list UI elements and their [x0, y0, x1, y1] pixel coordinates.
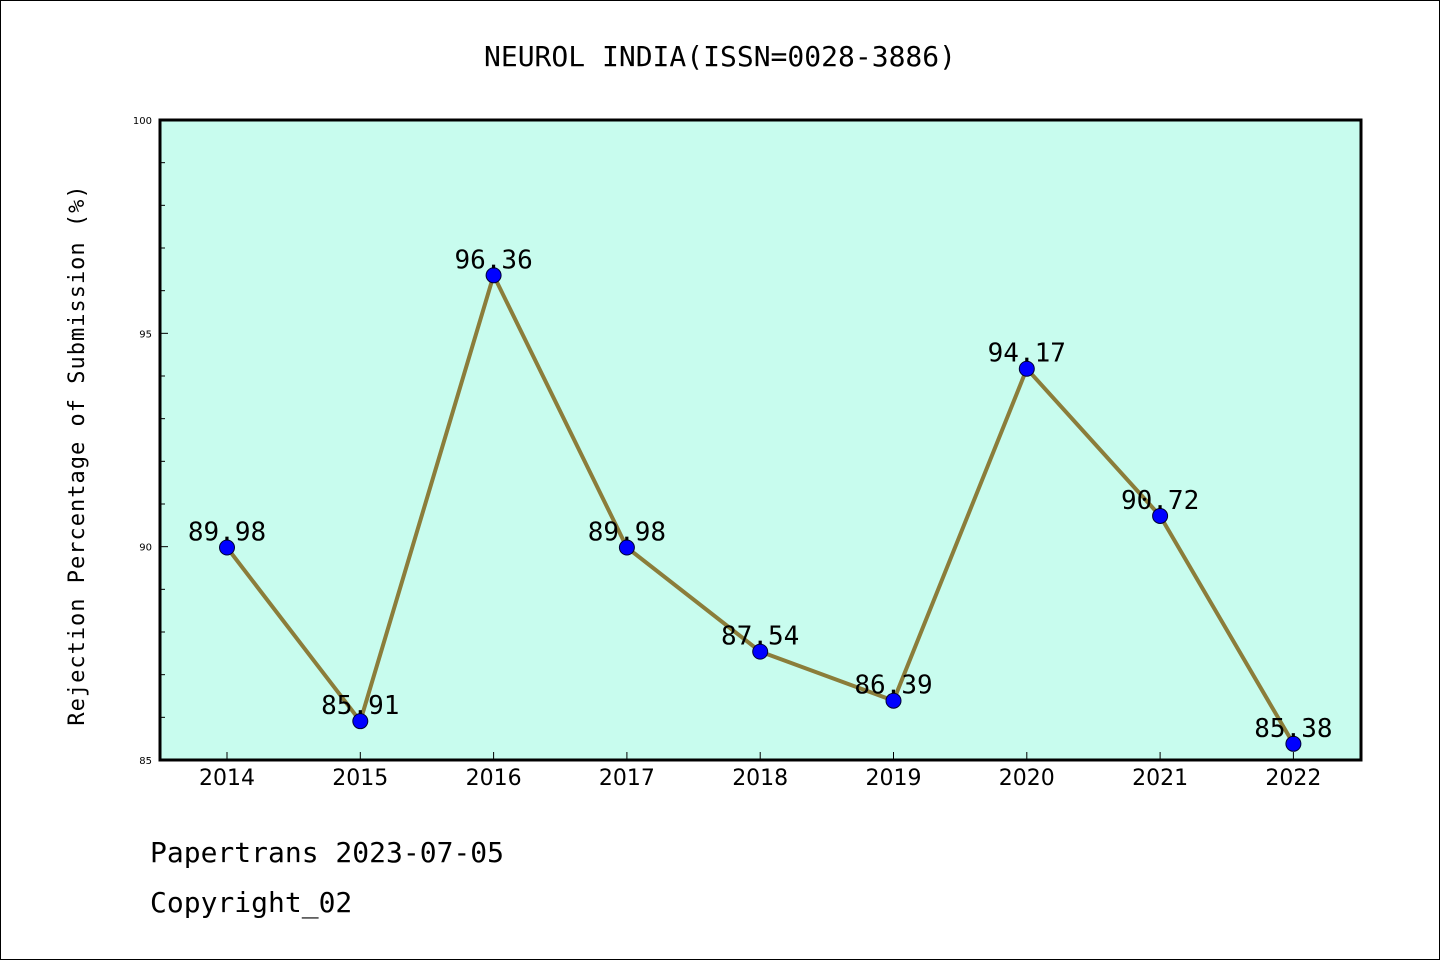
- data-point-marker: [618, 539, 635, 556]
- x-tick-label: 2016: [466, 766, 522, 791]
- x-tick-label: 2018: [732, 766, 788, 791]
- x-tick-label: 2014: [199, 766, 255, 791]
- data-point-marker: [1018, 360, 1035, 377]
- data-label: 94.17: [988, 339, 1066, 369]
- footer-copyright: Copyright_02: [150, 886, 353, 919]
- x-tick-label: 2020: [999, 766, 1055, 791]
- x-tick-label: 2022: [1265, 766, 1321, 791]
- marker-group: [219, 267, 1302, 752]
- y-tick-label: 100: [133, 116, 152, 127]
- data-point-marker: [352, 713, 369, 730]
- data-label: 85.38: [1254, 714, 1332, 744]
- y-tick-label: 90: [139, 543, 152, 554]
- y-tick-label: 95: [139, 329, 152, 340]
- y-axis-label: Rejection Percentage of Submission (%): [65, 184, 90, 725]
- plot-border: [158, 118, 1363, 762]
- data-point-marker: [885, 692, 902, 709]
- data-label: 89.98: [588, 518, 666, 548]
- data-point-marker: [485, 267, 502, 284]
- plot-area: [160, 120, 1361, 760]
- x-axis: 2014 2015 2016 2017 2018 2019 2020 2021 2022: [199, 752, 1321, 791]
- x-tick-label: 2015: [332, 766, 388, 791]
- data-label: 85.91: [321, 691, 399, 721]
- data-label: 87.54: [721, 622, 799, 652]
- x-tick-label: 2019: [866, 766, 922, 791]
- x-tick-label: 2017: [599, 766, 655, 791]
- data-label-group: 89.98 85.91 96.36 89.98 87.54 86.39 94.17 90.72…: [188, 245, 1333, 743]
- chart-title: NEUROL INDIA(ISSN=0028-3886): [484, 40, 956, 73]
- data-point-marker: [1152, 507, 1169, 524]
- data-label: 89.98: [188, 518, 266, 548]
- data-point-marker: [752, 643, 769, 660]
- footer-date: Papertrans 2023-07-05: [150, 836, 505, 869]
- data-point-marker: [1285, 735, 1302, 752]
- data-label: 86.39: [854, 671, 932, 701]
- data-point-marker: [219, 539, 235, 556]
- data-label: 96.36: [454, 245, 532, 275]
- data-label: 90.72: [1121, 486, 1199, 516]
- x-tick-label: 2021: [1132, 766, 1188, 791]
- y-tick-label: 85: [139, 756, 152, 767]
